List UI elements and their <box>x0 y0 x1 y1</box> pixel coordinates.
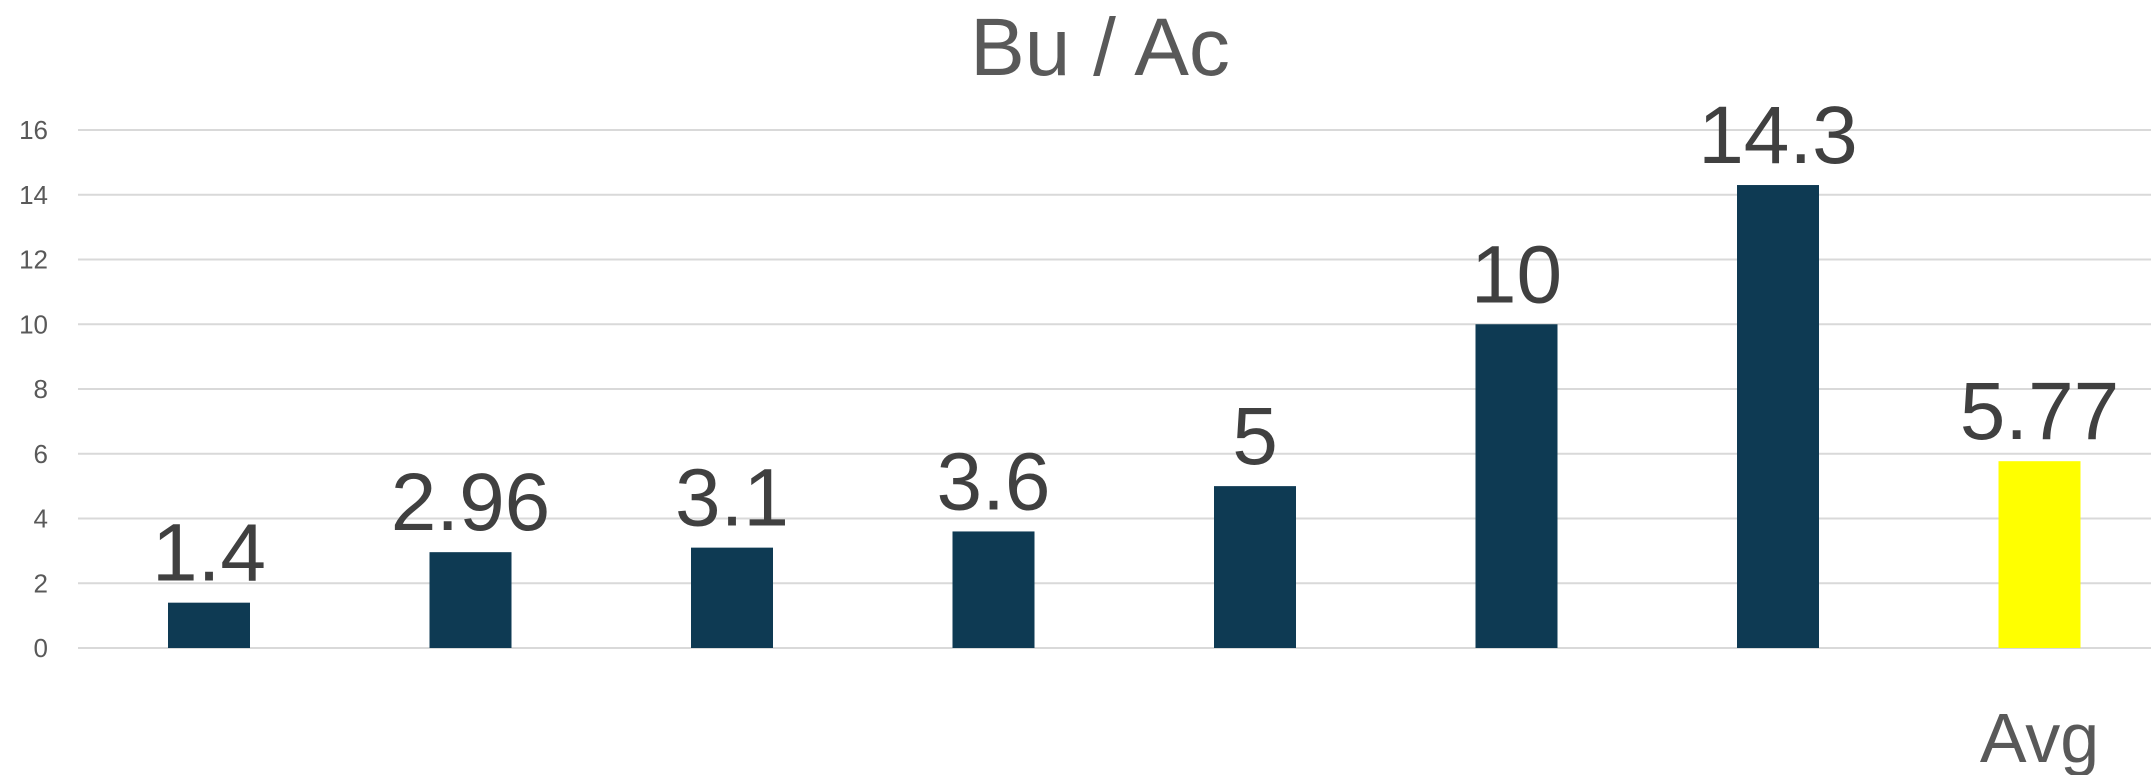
bar-value-label: 10 <box>1471 229 1562 320</box>
bar <box>1475 324 1558 648</box>
y-tick-label: 16 <box>19 115 48 145</box>
data-labels: 1.4 2.96 3.1 3.6 5 10 14.3 5.77 <box>152 90 2119 599</box>
bar-value-label: 3.1 <box>675 453 789 544</box>
chart-title: Bu / Ac <box>970 2 1230 93</box>
y-axis-tick-labels: 0 2 4 6 8 10 12 14 16 <box>19 115 48 663</box>
bar <box>952 531 1035 648</box>
y-tick-label: 8 <box>34 374 48 404</box>
y-tick-label: 12 <box>19 245 48 275</box>
bars <box>168 185 2081 648</box>
bar <box>1998 461 2081 648</box>
bar-value-label: 5.77 <box>1960 366 2120 457</box>
bar-value-label: 3.6 <box>937 436 1051 527</box>
bar-value-label: 2.96 <box>391 457 551 548</box>
y-tick-label: 4 <box>34 504 48 534</box>
bar <box>1214 486 1296 648</box>
y-tick-label: 6 <box>34 439 48 469</box>
y-tick-label: 10 <box>19 309 48 339</box>
bar-value-label: 5 <box>1232 391 1278 482</box>
bar <box>429 552 512 648</box>
y-tick-label: 0 <box>34 633 48 663</box>
bar <box>691 547 773 648</box>
gridlines <box>78 129 2151 649</box>
category-label: Avg <box>1980 699 2099 775</box>
y-tick-label: 14 <box>19 180 48 210</box>
bar-value-label: 1.4 <box>152 508 266 599</box>
y-tick-label: 2 <box>34 568 48 598</box>
x-axis-category-labels: Avg <box>1980 699 2099 775</box>
bar <box>168 602 250 648</box>
bar <box>1737 185 1819 648</box>
bar-value-label: 14.3 <box>1698 90 1858 181</box>
